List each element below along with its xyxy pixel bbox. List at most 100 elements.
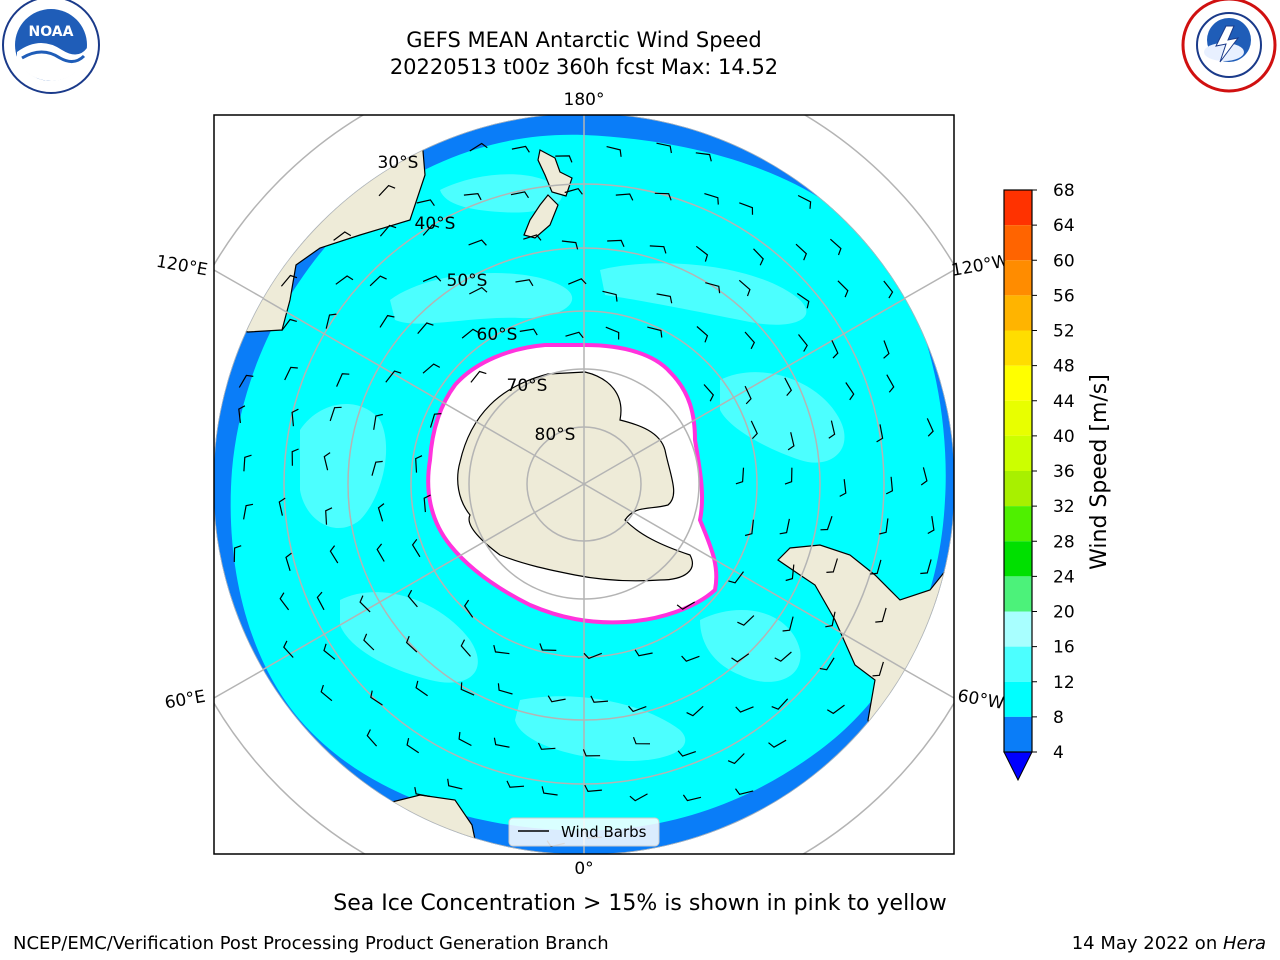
wind-barb xyxy=(323,643,336,660)
colorbar-segment xyxy=(1004,681,1032,717)
map-frame xyxy=(213,114,955,855)
wind-barb xyxy=(704,193,719,205)
colorbar-tick-label: 68 xyxy=(1053,181,1075,201)
map-subtitle: 20220513 t00z 360h fcst Max: 14.52 xyxy=(389,55,779,79)
colorbar-tick-label: 44 xyxy=(1053,392,1075,412)
colorbar-tick-label: 20 xyxy=(1053,603,1075,623)
wind-barb xyxy=(506,780,525,788)
lon-label-120e: 120°E xyxy=(155,252,209,281)
nws-logo xyxy=(1181,0,1277,93)
colorbar-segment xyxy=(1004,365,1032,401)
wind-barb xyxy=(826,558,838,573)
wind-barb xyxy=(695,245,709,262)
wind-barb xyxy=(415,455,423,473)
wind-barb xyxy=(926,418,934,437)
wind-barb xyxy=(727,753,745,765)
colorbar-segment xyxy=(1004,330,1032,366)
map-area xyxy=(214,115,954,854)
wind-barb xyxy=(739,202,754,215)
wind-barb xyxy=(845,382,855,401)
lat-label-30s: 30°S xyxy=(378,153,419,173)
wind-barb xyxy=(784,377,793,396)
lon-label-60w: 60°W xyxy=(956,686,1006,714)
wind-barb xyxy=(927,516,935,535)
wind-barb xyxy=(561,240,579,250)
wind-barb xyxy=(523,234,542,241)
wind-barb xyxy=(828,420,836,439)
wind-barb xyxy=(606,146,622,157)
colorbar-tick-label: 24 xyxy=(1053,567,1075,587)
wind-barb xyxy=(463,599,474,618)
wind-barb xyxy=(377,503,385,522)
lon-label-60e: 60°E xyxy=(163,687,207,714)
wind-barb xyxy=(565,331,584,339)
colorbar-segment xyxy=(1004,506,1032,542)
wind-barb xyxy=(515,279,534,287)
wind-barb xyxy=(378,184,396,197)
wind-barb xyxy=(458,731,472,747)
land-antarctica xyxy=(457,371,693,582)
wind-barb xyxy=(735,467,745,485)
colorbar-tick-label: 32 xyxy=(1053,497,1075,517)
footer-left: NCEP/EMC/Verification Post Processing Pr… xyxy=(13,933,609,954)
colorbar-tick-label: 52 xyxy=(1053,322,1075,342)
wind-barb xyxy=(830,238,842,256)
wind-barb xyxy=(768,739,787,748)
wind-barb xyxy=(278,497,286,516)
colorbar-segment xyxy=(1004,400,1032,436)
wind-barbs xyxy=(233,142,935,848)
wind-barb xyxy=(411,538,421,558)
wind-barb xyxy=(417,322,434,334)
legend: Wind Barbs xyxy=(508,817,660,847)
wind-barb xyxy=(423,494,431,513)
wind-barb xyxy=(682,794,702,802)
wind-barb xyxy=(782,616,794,632)
wind-barb xyxy=(333,231,352,241)
wind-barb xyxy=(795,243,808,261)
colorbar-segment xyxy=(1004,435,1032,471)
wind-barb xyxy=(582,749,601,757)
wind-barb xyxy=(654,192,672,201)
wind-barb xyxy=(429,413,442,428)
colorbar-tick-label: 28 xyxy=(1053,532,1075,552)
wind-barb xyxy=(243,503,254,520)
wind-barb xyxy=(584,784,602,793)
wind-barb xyxy=(876,424,884,443)
wind-barb xyxy=(336,373,350,387)
wind-barb xyxy=(555,155,573,163)
wind-barb xyxy=(872,661,884,677)
wind-barb xyxy=(284,366,298,381)
wind-barb xyxy=(875,607,887,623)
wind-barb xyxy=(750,420,758,440)
colorbar: Wind Speed [m/s] 48121620242832364044485… xyxy=(1003,181,1112,782)
wind-barb xyxy=(363,633,375,651)
wind-barb xyxy=(461,328,480,339)
wind-barb xyxy=(281,318,297,332)
wind-barb xyxy=(335,275,354,285)
wind-barb xyxy=(607,239,625,248)
lon-label-0: 0° xyxy=(574,859,593,879)
wind-barb xyxy=(831,340,839,359)
wind-barb xyxy=(647,326,663,338)
wind-barb xyxy=(369,275,387,287)
wind-barb xyxy=(283,640,294,658)
wind-barb xyxy=(379,224,397,237)
wind-barb xyxy=(320,684,333,702)
lat-label-40s: 40°S xyxy=(415,214,456,234)
wind-barb xyxy=(519,328,538,336)
colorbar-tick-label: 4 xyxy=(1053,743,1064,763)
wind-barb xyxy=(460,682,475,696)
colorbar-tick-label: 12 xyxy=(1053,673,1075,693)
wind-barb xyxy=(839,479,847,497)
wind-barb xyxy=(376,543,385,562)
wind-barb xyxy=(879,518,889,535)
wind-barb xyxy=(511,145,530,153)
wind-barb xyxy=(537,742,556,750)
wind-barb xyxy=(405,635,418,653)
wind-barb xyxy=(541,786,558,796)
colorbar-tick-label: 8 xyxy=(1053,708,1064,728)
wind-barb xyxy=(686,705,704,717)
wind-barb xyxy=(463,193,482,201)
wind-barb xyxy=(460,639,471,657)
wind-barb xyxy=(677,750,696,757)
